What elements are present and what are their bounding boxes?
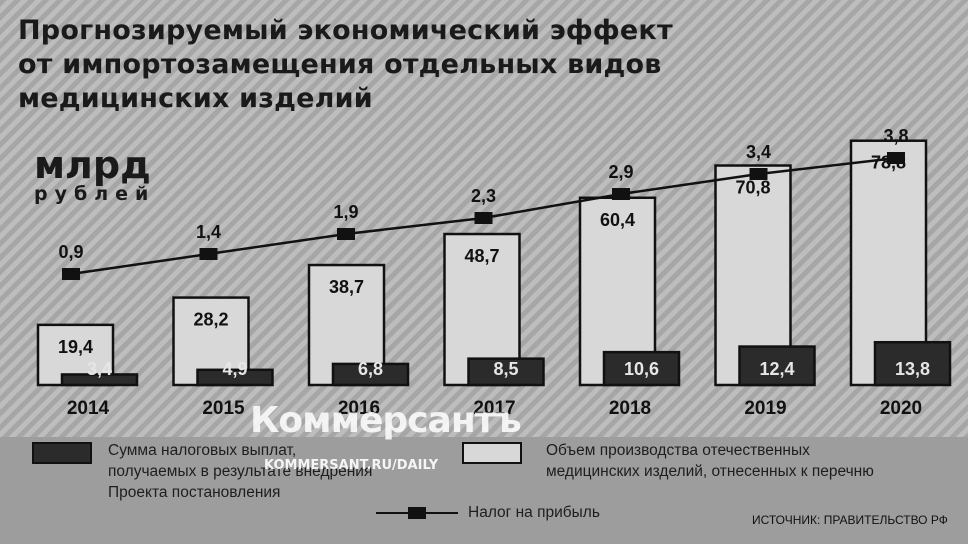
x-tick-2016: 2016 bbox=[338, 398, 380, 419]
x-tick-2020: 2020 bbox=[880, 398, 922, 419]
legend-dark-line-1: Сумма налоговых выплат, bbox=[108, 442, 297, 459]
line-label-2014: 0,9 bbox=[58, 242, 83, 262]
bar-dark-label-2014: 3,4 bbox=[87, 359, 112, 379]
legend-light-line-2: медицинских изделий, отнесенных к перечн… bbox=[546, 463, 874, 480]
line-label-2017: 2,3 bbox=[471, 186, 496, 206]
title-line-1: Прогнозируемый экономический эффект bbox=[18, 15, 673, 46]
line-point-2019 bbox=[749, 168, 768, 180]
x-tick-2018: 2018 bbox=[609, 398, 651, 419]
line-label-2018: 2,9 bbox=[608, 162, 633, 182]
bar-dark-label-2020: 13,8 bbox=[895, 359, 930, 379]
legend-line-marker bbox=[376, 507, 458, 519]
line-point-2017 bbox=[474, 212, 493, 224]
legend-light-line-1: Объем производства отечественных bbox=[546, 442, 810, 459]
bar-dark-2018 bbox=[602, 350, 681, 387]
bar-dark-label-2017: 8,5 bbox=[493, 359, 518, 379]
bar-dark-label-2015: 4,9 bbox=[222, 359, 247, 379]
bar-dark-2014 bbox=[60, 373, 139, 387]
bar-dark-2015 bbox=[196, 368, 274, 387]
legend-text-line: Налог на прибыль bbox=[468, 504, 600, 521]
line-point-2020 bbox=[887, 152, 905, 164]
bar-light-label-2018: 60,4 bbox=[600, 210, 635, 230]
line-point-2014 bbox=[62, 268, 80, 280]
line-label-2020: 3,8 bbox=[883, 126, 908, 146]
title-line-3: медицинских изделий bbox=[18, 83, 373, 114]
line-label-2015: 1,4 bbox=[196, 222, 221, 242]
bar-dark-2020 bbox=[873, 340, 952, 387]
x-tick-2015: 2015 bbox=[202, 398, 245, 419]
unit-label-main: млрд bbox=[34, 143, 151, 187]
bar-dark-label-2018: 10,6 bbox=[624, 359, 659, 379]
legend-swatch-dark bbox=[32, 442, 92, 464]
bar-dark-label-2019: 12,4 bbox=[759, 359, 794, 379]
title-line-2: от импортозамещения отдельных видов bbox=[18, 49, 662, 80]
x-tick-2019: 2019 bbox=[744, 398, 786, 419]
chart-title: Прогнозируемый экономический эффект от и… bbox=[18, 14, 673, 116]
bar-dark-2017 bbox=[467, 357, 545, 387]
bar-light-label-2014: 19,4 bbox=[58, 337, 93, 357]
bar-light-label-2019: 70,8 bbox=[735, 178, 770, 198]
legend-dark-line-2: получаемых в результате внедрения bbox=[108, 463, 373, 480]
bar-dark-label-2016: 6,8 bbox=[358, 359, 383, 379]
bar-light-label-2016: 38,7 bbox=[329, 277, 364, 297]
watermark-url: KOMMERSANT.RU/DAILY bbox=[264, 458, 439, 473]
bar-light-label-2017: 48,7 bbox=[464, 246, 499, 266]
watermark-logo: Коммерсантъ bbox=[250, 400, 522, 441]
source-note: ИСТОЧНИК: ПРАВИТЕЛЬСТВО РФ bbox=[752, 513, 948, 527]
unit-label-sub: рублей bbox=[34, 183, 156, 205]
legend-text-light: Объем производства отечественных медицин… bbox=[546, 440, 874, 482]
x-tick-2017: 2017 bbox=[473, 398, 515, 419]
bar-dark-2016 bbox=[331, 362, 410, 387]
legend-swatch-light bbox=[462, 442, 522, 464]
x-tick-2014: 2014 bbox=[67, 398, 110, 419]
line-point-2018 bbox=[612, 188, 630, 200]
line-point-2015 bbox=[199, 248, 218, 260]
line-label-2016: 1,9 bbox=[333, 202, 358, 222]
legend-text-dark: Сумма налоговых выплат, получаемых в рез… bbox=[108, 440, 372, 503]
line-point-2016 bbox=[337, 228, 355, 240]
bar-light-label-2015: 28,2 bbox=[193, 310, 228, 330]
bar-dark-2019 bbox=[738, 345, 816, 387]
line-label-2019: 3,4 bbox=[746, 142, 771, 162]
legend-dark-line-3: Проекта постановления bbox=[108, 484, 281, 501]
